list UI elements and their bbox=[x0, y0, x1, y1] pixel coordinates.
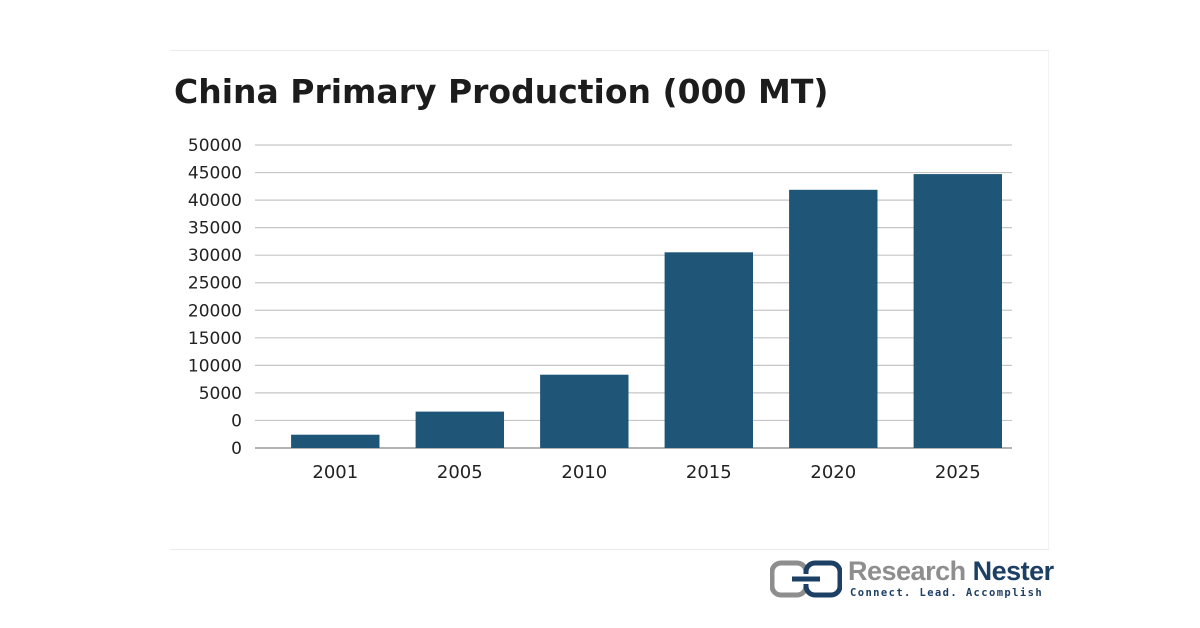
bar-2025 bbox=[913, 174, 1002, 448]
research-nester-logo: Research Nester Connect. Lead. Accomplis… bbox=[770, 556, 1054, 602]
brand-tagline: Connect. Lead. Accomplish bbox=[850, 587, 1044, 599]
y-tick-label: 35000 bbox=[188, 219, 242, 239]
research-nester-logo-icon bbox=[770, 560, 842, 598]
y-tick-label: 45000 bbox=[188, 164, 242, 184]
x-tick-label: 2010 bbox=[561, 462, 607, 483]
y-axis-tick-labels: 0 0 5000 10000 15000 20000 25000 30000 35000 4000… bbox=[188, 136, 242, 459]
brand-name-part-2: Nester bbox=[972, 556, 1055, 586]
y-tick-label: 15000 bbox=[188, 329, 242, 349]
y-tick-label: 0 bbox=[231, 411, 242, 431]
bar-2001 bbox=[291, 434, 380, 448]
x-tick-label: 2001 bbox=[312, 462, 358, 483]
bar-2005 bbox=[415, 411, 504, 448]
brand-name-part-1: Research bbox=[848, 556, 973, 586]
x-tick-label: 2025 bbox=[935, 462, 981, 483]
y-tick-label: 5000 bbox=[199, 384, 242, 404]
x-tick-label: 2015 bbox=[686, 462, 732, 483]
y-tick-label: 50000 bbox=[188, 136, 242, 156]
y-tick-label: 20000 bbox=[188, 301, 242, 321]
bar-2020 bbox=[789, 189, 878, 449]
y-tick-label: 25000 bbox=[188, 274, 242, 294]
x-tick-label: 2020 bbox=[810, 462, 856, 483]
bars bbox=[291, 174, 1002, 449]
bar-2015 bbox=[664, 252, 753, 448]
x-axis-category-labels: 2001 2005 2010 2015 2020 2025 bbox=[312, 462, 980, 483]
y-tick-label: 0 bbox=[231, 439, 242, 459]
chart-card bbox=[170, 50, 1049, 550]
x-tick-label: 2005 bbox=[437, 462, 483, 483]
y-tick-label: 30000 bbox=[188, 246, 242, 266]
chart-title: China Primary Production (000 MT) bbox=[174, 72, 829, 111]
grid-lines bbox=[255, 144, 1012, 449]
y-tick-label: 40000 bbox=[188, 191, 242, 211]
brand-name: Research Nester bbox=[848, 556, 1054, 587]
y-tick-label: 10000 bbox=[188, 356, 242, 376]
bar-2010 bbox=[540, 374, 629, 448]
